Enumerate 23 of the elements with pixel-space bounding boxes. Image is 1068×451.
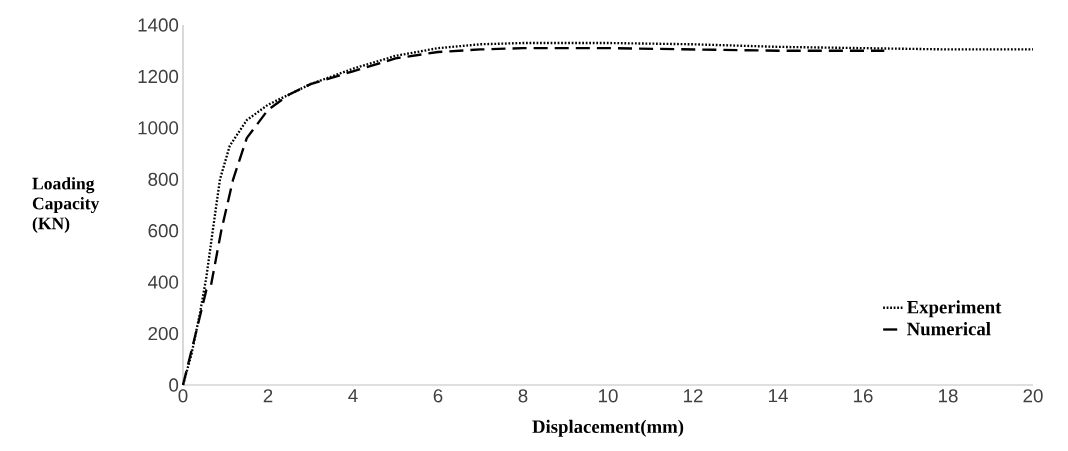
- legend-label: Numerical: [907, 322, 991, 336]
- x-tick-label: 12: [684, 389, 703, 403]
- y-tick-label: 1000: [138, 121, 179, 135]
- x-tick-label: 10: [599, 389, 618, 403]
- y-tick-label: 0: [169, 378, 179, 392]
- x-tick-label: 0: [178, 389, 188, 403]
- x-tick-label: 14: [769, 389, 788, 403]
- x-tick-label: 4: [348, 389, 358, 403]
- x-tick-label: 2: [263, 389, 273, 403]
- y-tick-label: 1200: [138, 69, 179, 84]
- x-tick-label: 8: [518, 389, 528, 403]
- y-tick-label: 400: [148, 275, 179, 289]
- x-axis-title: Displacement(mm): [532, 419, 684, 437]
- x-tick-label: 20: [1023, 389, 1043, 403]
- legend-label: Experiment: [906, 300, 1002, 318]
- y-tick-label: 200: [148, 326, 179, 341]
- y-tick-label: 600: [148, 224, 179, 238]
- y-axis-title: Loading Capacity (KN): [32, 177, 100, 233]
- y-tick-label: 800: [148, 172, 179, 186]
- x-tick-label: 16: [854, 389, 873, 403]
- x-tick-label: 18: [939, 389, 958, 403]
- y-tick-label: 1400: [138, 18, 179, 32]
- x-tick-label: 6: [433, 389, 443, 403]
